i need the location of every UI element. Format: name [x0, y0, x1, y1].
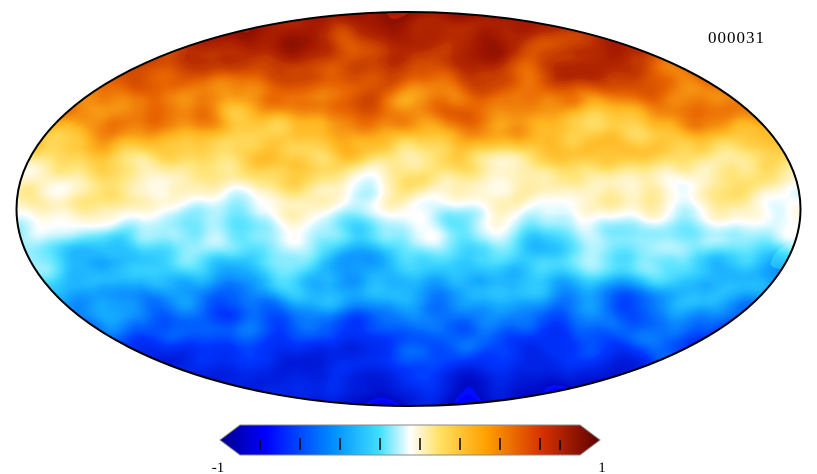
page-root: 000031 — [0, 0, 817, 474]
mollweide-map-container — [14, 10, 803, 408]
colorbar-container[interactable]: -1 1 — [200, 420, 620, 474]
colorbar-min-label: -1 — [212, 460, 225, 474]
colorbar-svg[interactable]: -1 1 — [200, 420, 620, 474]
colorbar-max-label: 1 — [598, 460, 606, 474]
colorbar-gradient-shape[interactable] — [220, 425, 600, 455]
mollweide-map-svg[interactable] — [14, 10, 803, 408]
